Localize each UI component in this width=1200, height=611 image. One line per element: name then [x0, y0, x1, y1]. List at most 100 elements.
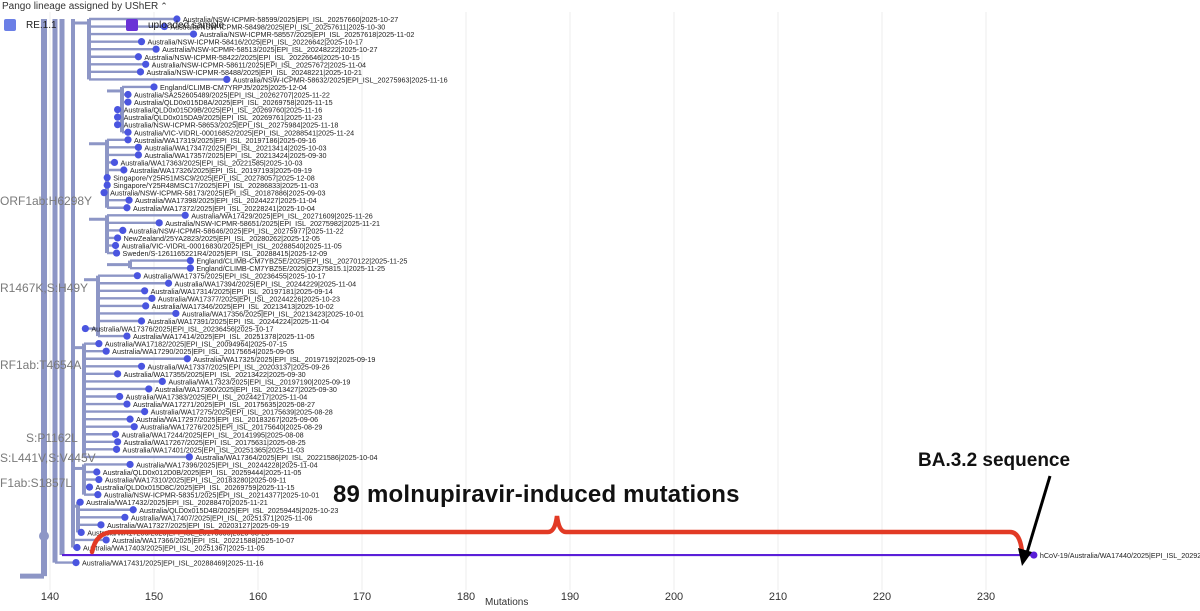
tree-node[interactable]	[95, 475, 103, 484]
tree-node[interactable]	[112, 249, 121, 257]
leaf-label: Australia/QLD0x015D4B/2025|EPI_ISL_20259…	[139, 506, 338, 515]
tree-node[interactable]	[119, 226, 127, 234]
tree-node[interactable]	[123, 332, 131, 340]
tree-node[interactable]	[181, 211, 189, 219]
tree-node[interactable]	[95, 340, 103, 348]
tree-node[interactable]	[76, 498, 84, 506]
ba32-annotation: BA.3.2 sequence	[918, 450, 1071, 471]
tree-node[interactable]	[130, 423, 138, 431]
tree-node[interactable]	[129, 506, 137, 514]
tree-node[interactable]	[186, 264, 194, 272]
tree-node[interactable]	[124, 90, 132, 99]
tree-node[interactable]	[114, 121, 122, 129]
chevron-up-icon[interactable]: ⌃	[160, 1, 168, 11]
tree-node[interactable]	[124, 136, 132, 144]
mutation-bracket	[89, 515, 1025, 555]
tree-node[interactable]	[148, 294, 156, 302]
tree-node[interactable]	[173, 15, 181, 23]
tree-node[interactable]	[160, 22, 168, 31]
tree-node[interactable]	[152, 45, 160, 53]
leaf-label: Singapore/Y25R51MSC9/2025|EPI_ISL_202780…	[113, 174, 315, 183]
tree-node[interactable]	[126, 415, 134, 423]
tree-node[interactable]	[124, 98, 132, 106]
tree-node[interactable]	[145, 385, 153, 393]
tree-node[interactable]	[123, 204, 131, 212]
tree-node[interactable]	[137, 362, 146, 370]
tree-node[interactable]	[137, 38, 146, 46]
tree-node[interactable]	[111, 430, 120, 438]
tree-node[interactable]	[111, 241, 120, 250]
tree-node[interactable]	[133, 272, 141, 280]
tree-node[interactable]	[150, 83, 158, 91]
x-tick-label: 220	[872, 591, 892, 603]
tree-node[interactable]	[141, 408, 149, 416]
mutation-label-p1162l: S:P1162L	[26, 431, 78, 445]
tree-node[interactable]	[189, 30, 198, 38]
tree-node[interactable]	[123, 400, 131, 408]
tree-node[interactable]	[120, 166, 128, 174]
ba-arrow-line	[1024, 475, 1052, 557]
tree-node[interactable]	[114, 234, 122, 242]
tree-node[interactable]	[1030, 551, 1038, 559]
tree-node[interactable]	[172, 309, 180, 318]
tree-node[interactable]	[164, 279, 173, 287]
tree-node[interactable]	[155, 219, 163, 227]
tree-node[interactable]	[136, 68, 145, 76]
leaf-label: Australia/NSW-ICPMR-58422/2025|EPI_ISL_2…	[144, 53, 359, 62]
tree-node[interactable]	[102, 536, 110, 544]
uploaded-sample-label: hCoV-19/Australia/WA17440/2025|EPI_ISL_2…	[1040, 551, 1200, 560]
tree-node[interactable]	[134, 143, 142, 151]
tree-node[interactable]	[137, 317, 146, 325]
tree-node[interactable]	[134, 53, 142, 61]
tree-node[interactable]	[114, 113, 122, 121]
tree-node[interactable]	[142, 302, 150, 310]
tree-node[interactable]	[223, 75, 231, 83]
tree-node[interactable]	[183, 355, 191, 363]
tree-node[interactable]	[114, 370, 122, 378]
leaf-label: Australia/WA17323/2025|EPI_ISL_20197190|…	[168, 377, 350, 386]
tree-node[interactable]	[72, 559, 80, 567]
tree-node[interactable]	[94, 491, 102, 499]
tree-node[interactable]	[114, 438, 122, 446]
legend-label-re11: RE.1.1	[26, 20, 57, 31]
tree-node[interactable]	[81, 324, 89, 333]
tree-node[interactable]	[100, 189, 108, 197]
mutation-label-t4654a: RF1ab:T4654A	[0, 358, 82, 372]
leaf-label: Australia/QLD0x015DA9/2025|EPI_ISL_20269…	[124, 113, 323, 122]
tree-node[interactable]	[103, 181, 111, 189]
tree-node[interactable]	[185, 453, 193, 461]
leaf-label: Australia/WA17267/2025|EPI_ISL_20175631|…	[124, 438, 306, 447]
tree-node[interactable]	[77, 528, 85, 537]
tree-node[interactable]	[97, 521, 105, 529]
tree-node[interactable]	[110, 158, 119, 167]
tree-node[interactable]	[158, 377, 166, 385]
tree-node[interactable]	[186, 257, 194, 265]
leaf-label: Australia/WA17394/2025|EPI_ISL_20244229|…	[175, 279, 357, 288]
tree-node[interactable]	[85, 483, 94, 491]
tree-node[interactable]	[142, 60, 150, 68]
tree-node[interactable]	[102, 347, 110, 355]
legend-swatch-uploaded	[126, 19, 138, 31]
tree-node[interactable]	[103, 173, 111, 182]
tree-node[interactable]	[121, 513, 129, 521]
leaf-label: England/CLIMB-CM7YRPJ5/2025|2025-12-04	[160, 83, 307, 92]
tree-node[interactable]	[125, 196, 133, 204]
root-node[interactable]	[39, 531, 49, 541]
tree-node[interactable]	[73, 543, 81, 552]
legend-title[interactable]: Pango lineage assigned by UShER ⌃	[2, 1, 168, 12]
leaf-label: Australia/SA252605489/2025|EPI_ISL_20262…	[134, 91, 330, 100]
tree-node[interactable]	[124, 128, 132, 136]
tree-nodes[interactable]	[39, 15, 1038, 567]
tree-node[interactable]	[116, 392, 124, 401]
tree-node[interactable]	[126, 460, 134, 469]
tree-node[interactable]	[141, 287, 149, 295]
leaf-label: Australia/WA17391/2025|EPI_ISL_20244224|…	[148, 317, 330, 326]
tree-node[interactable]	[134, 151, 142, 159]
x-tick-label: 170	[352, 591, 372, 603]
leaf-label: Australia/WA17357/2025|EPI_ISL_20213424|…	[144, 151, 326, 160]
tree-node[interactable]	[114, 106, 122, 114]
x-tick-label: 200	[664, 591, 684, 603]
tree-node[interactable]	[112, 445, 121, 453]
tree-node[interactable]	[93, 468, 101, 476]
